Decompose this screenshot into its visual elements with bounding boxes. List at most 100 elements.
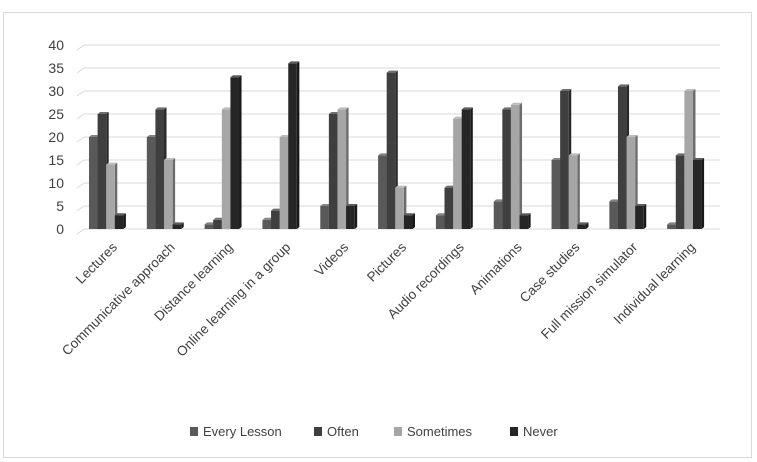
bar-top	[204, 222, 216, 225]
bar-front	[684, 91, 693, 229]
legend-item: Every Lesson	[190, 424, 282, 439]
legend-swatch	[314, 427, 322, 436]
bar-top	[106, 162, 118, 165]
gridline-depth	[76, 182, 85, 189]
bar-front	[114, 215, 124, 229]
bar-side	[239, 75, 242, 229]
bar-front	[106, 164, 115, 229]
bar-side	[701, 158, 705, 229]
bar-top	[320, 204, 332, 206]
bar-top	[617, 84, 630, 87]
x-category-label: Pictures	[364, 239, 409, 284]
bar-front	[164, 160, 173, 229]
gridline-depth	[76, 113, 85, 120]
bar-side	[643, 204, 647, 229]
bar-front	[617, 86, 627, 230]
bar-top	[114, 213, 126, 216]
x-category-label: Lectures	[73, 239, 120, 286]
bar-front	[675, 155, 685, 229]
bar-top	[577, 222, 589, 225]
bar-front	[626, 137, 636, 229]
bar-top	[692, 158, 705, 160]
legend-swatch	[394, 427, 402, 436]
bar-top	[675, 153, 687, 156]
bar	[692, 158, 705, 229]
gridline-depth	[76, 228, 85, 235]
bar-front	[444, 187, 454, 229]
bar-front	[386, 72, 396, 229]
bar-side	[519, 102, 523, 229]
bar-top	[551, 158, 563, 160]
bars	[89, 61, 705, 230]
bar-top	[155, 107, 167, 110]
bar-front	[230, 77, 240, 229]
bar	[403, 213, 415, 229]
bar-front	[288, 63, 297, 230]
bar-top	[346, 204, 358, 206]
x-category-label: Animations	[467, 239, 525, 297]
legend-label: Sometimes	[407, 424, 473, 439]
bar-front	[262, 219, 272, 229]
bar-top	[519, 213, 531, 216]
bar-top	[146, 135, 158, 137]
bar-top	[172, 222, 184, 225]
bar	[519, 213, 531, 229]
bar-top	[568, 153, 580, 156]
gridline-depth	[76, 90, 85, 97]
x-category-label: Full mission simulator	[538, 239, 641, 342]
bar-side	[585, 222, 589, 229]
bar-front	[378, 155, 387, 229]
gridline-depth	[76, 136, 85, 143]
y-tick-label: 5	[56, 198, 64, 214]
bar-top	[444, 185, 456, 188]
legend-label: Every Lesson	[203, 424, 282, 439]
bar-front	[609, 201, 618, 229]
x-category-label: Online learning in a group	[174, 240, 294, 360]
bar-top	[493, 199, 505, 202]
bar-top	[328, 112, 340, 114]
bar-front	[146, 137, 156, 229]
bar-side	[528, 213, 531, 229]
bar-side	[577, 153, 580, 229]
bar-side	[346, 107, 349, 229]
bar-front	[337, 109, 347, 229]
bar	[510, 102, 523, 229]
legend-swatch	[190, 427, 198, 436]
bar-top	[560, 89, 572, 91]
bar	[635, 204, 647, 229]
bar-top	[502, 107, 514, 110]
bar-top	[221, 107, 233, 110]
bar-front	[97, 114, 107, 229]
bar-front	[155, 109, 165, 229]
bar-top	[453, 116, 465, 119]
bar-front	[279, 137, 289, 229]
bar-front	[519, 215, 529, 229]
bar	[577, 222, 589, 229]
bar-front	[271, 210, 280, 229]
bar-front	[204, 224, 214, 229]
bar-side	[412, 213, 415, 229]
legend-swatch	[510, 427, 518, 436]
y-tick-label: 20	[48, 129, 64, 145]
bar-front	[435, 215, 445, 229]
y-axis-ticks: 0 5 10 15 20 25 30 35 40	[48, 37, 64, 237]
bar-top	[97, 112, 109, 114]
bar-top	[510, 102, 523, 105]
bar-front	[320, 206, 329, 229]
bar	[106, 162, 118, 229]
legend-label: Never	[523, 424, 558, 439]
bar-top	[684, 89, 696, 91]
bar-side	[181, 222, 184, 229]
bar-top	[89, 135, 101, 137]
bar-side	[123, 213, 126, 229]
bar-top	[288, 61, 300, 64]
bar	[337, 107, 349, 229]
x-category-label: Videos	[312, 239, 352, 279]
bar	[568, 153, 580, 229]
bar-front	[346, 206, 355, 229]
gridline-depth	[76, 205, 85, 212]
bar-front	[667, 224, 676, 229]
bar	[172, 222, 184, 229]
bar-side	[114, 162, 118, 229]
